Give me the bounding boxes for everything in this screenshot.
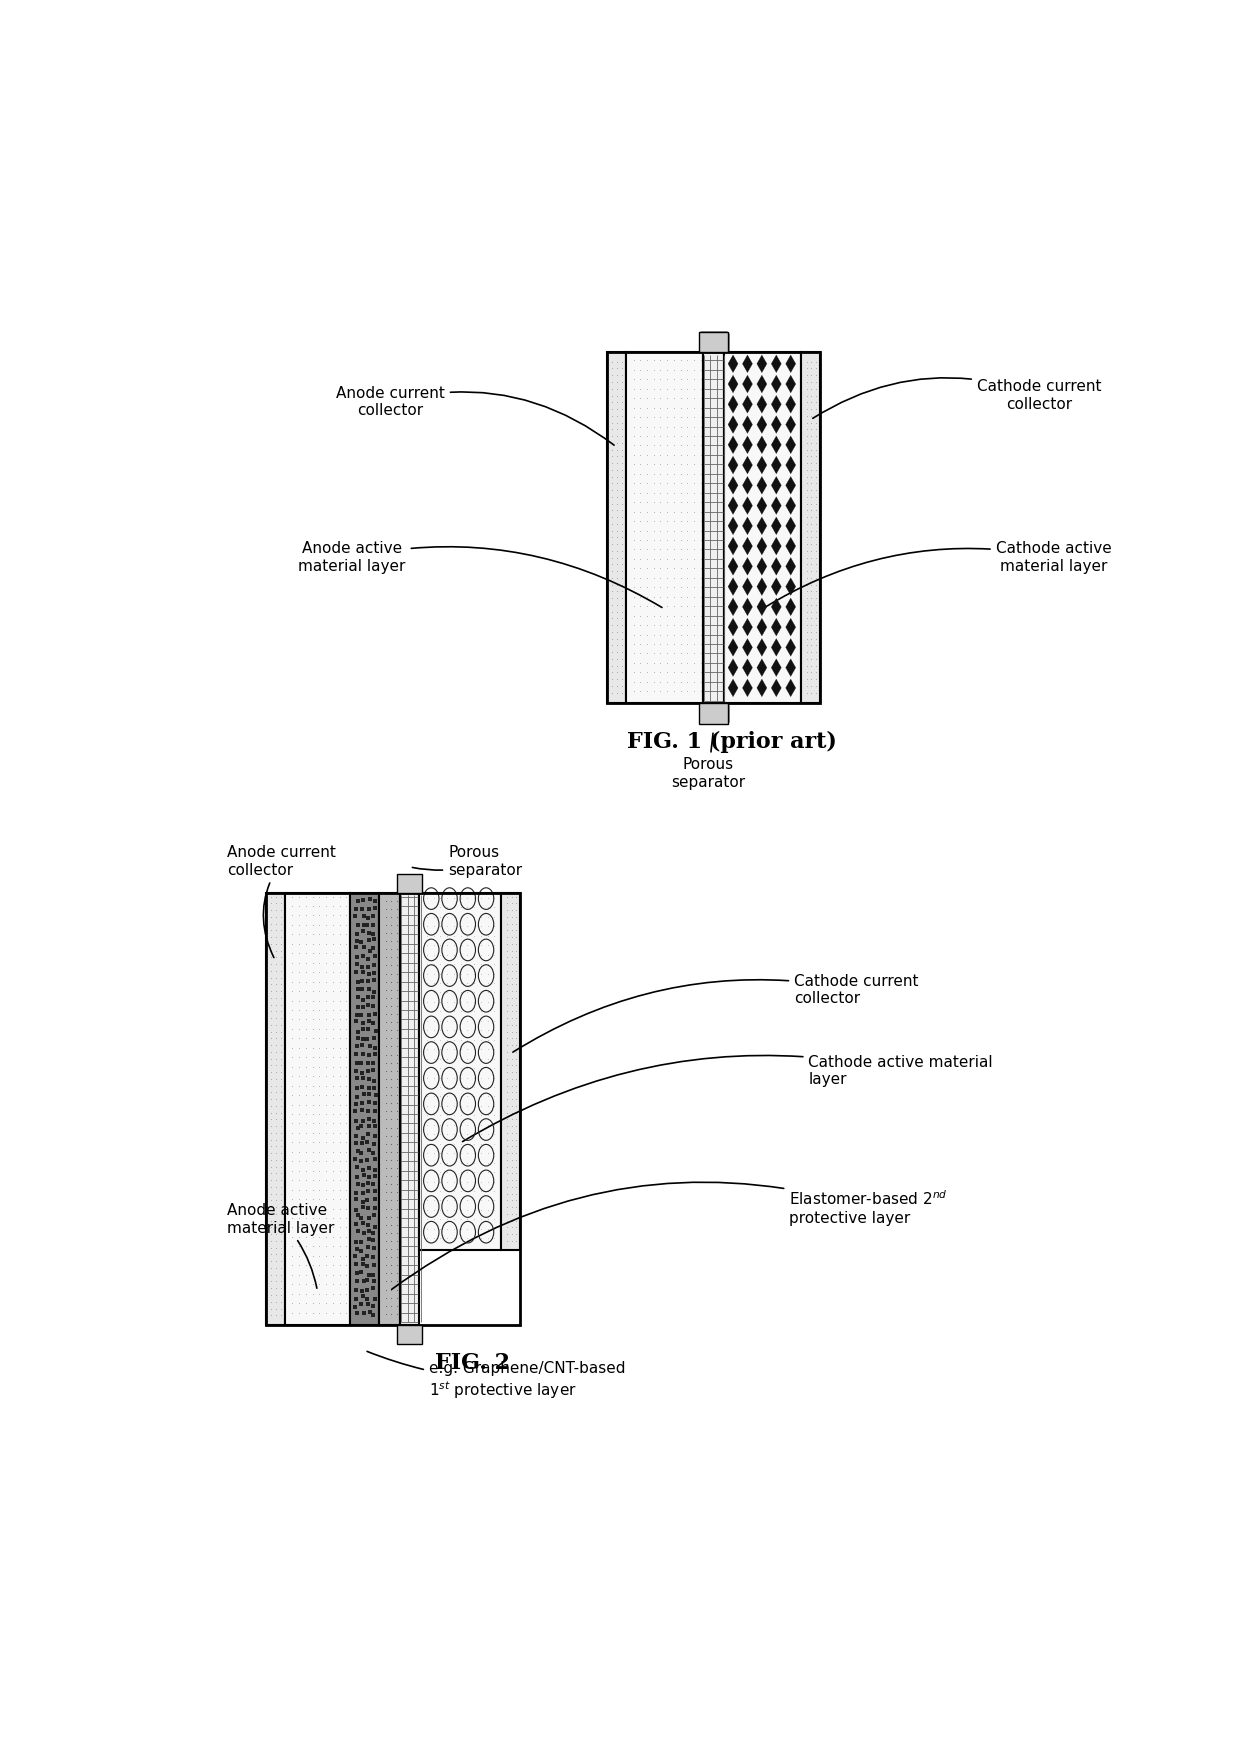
Bar — [626, 353, 703, 703]
Bar — [401, 893, 419, 1324]
Text: FIG. 1 (prior art): FIG. 1 (prior art) — [626, 730, 837, 752]
Text: Anode current
collector: Anode current collector — [336, 386, 614, 446]
Text: Porous
separator: Porous separator — [413, 845, 522, 877]
Bar — [501, 893, 521, 1251]
Bar — [724, 353, 801, 703]
Bar — [265, 893, 285, 1324]
Bar — [699, 703, 728, 724]
Bar — [606, 353, 626, 703]
Text: Cathode active
material layer: Cathode active material layer — [765, 542, 1111, 607]
Bar — [801, 353, 820, 703]
Bar — [350, 893, 379, 1324]
Text: Anode active
material layer: Anode active material layer — [227, 1203, 335, 1287]
Text: Elastomer-based 2$^{nd}$
protective layer: Elastomer-based 2$^{nd}$ protective laye… — [392, 1182, 949, 1289]
Text: Cathode active material
layer: Cathode active material layer — [463, 1054, 993, 1142]
Text: Porous
separator: Porous separator — [672, 733, 745, 789]
Text: FIG. 2: FIG. 2 — [434, 1352, 510, 1373]
Text: Anode current
collector: Anode current collector — [227, 845, 336, 958]
Text: e.g. Graphene/CNT-based
1$^{st}$ protective layer: e.g. Graphene/CNT-based 1$^{st}$ protect… — [367, 1351, 625, 1401]
Bar — [703, 353, 724, 703]
Bar — [285, 893, 350, 1324]
Text: Cathode current
collector: Cathode current collector — [812, 377, 1101, 419]
Bar — [419, 893, 501, 1251]
Bar — [265, 893, 521, 1324]
Bar — [397, 873, 422, 893]
Bar — [379, 893, 401, 1324]
Text: Cathode current
collector: Cathode current collector — [513, 973, 919, 1052]
Bar — [606, 353, 820, 703]
Text: Anode active
material layer: Anode active material layer — [299, 542, 662, 607]
Bar — [397, 1324, 422, 1344]
Bar — [699, 332, 728, 353]
